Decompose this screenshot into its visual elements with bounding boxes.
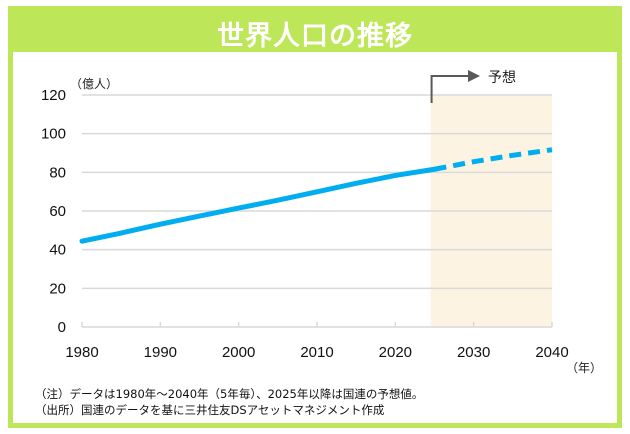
x-tick-label: 2000 (222, 344, 255, 361)
x-tick-label: 1980 (65, 344, 98, 361)
forecast-arrow (430, 75, 470, 103)
title-bar: 世界人口の推移 (8, 6, 622, 60)
footnote-source: （出所）国連のデータを基に三井住友DSアセットマネジメント作成 (35, 403, 385, 417)
x-axis-unit: （年） (566, 361, 602, 375)
x-tick-label: 2030 (457, 344, 490, 361)
y-tick-label: 40 (49, 242, 66, 259)
y-tick-label: 0 (58, 319, 66, 336)
chart-title: 世界人口の推移 (217, 20, 413, 52)
footnote-note: （注）データは1980年～2040年（5年毎）、2025年以降は国連の予想値。 (35, 387, 424, 401)
y-tick-label: 60 (49, 203, 66, 220)
y-tick-label: 80 (49, 164, 66, 181)
y-tick-label: 120 (41, 87, 66, 104)
x-tick-label: 2010 (300, 344, 333, 361)
x-tick-label: 2020 (379, 344, 412, 361)
series-line-actual (79, 166, 437, 244)
series-line-forecast (434, 147, 553, 172)
x-tick-label: 2040 (535, 344, 568, 361)
y-axis-unit: （億人） (70, 77, 118, 91)
y-tick-label: 20 (49, 280, 66, 297)
forecast-label: 予想 (488, 70, 516, 86)
y-tick-label: 100 (41, 126, 66, 143)
x-tick-label: 1990 (144, 344, 177, 361)
arrow-head-icon (468, 70, 480, 82)
